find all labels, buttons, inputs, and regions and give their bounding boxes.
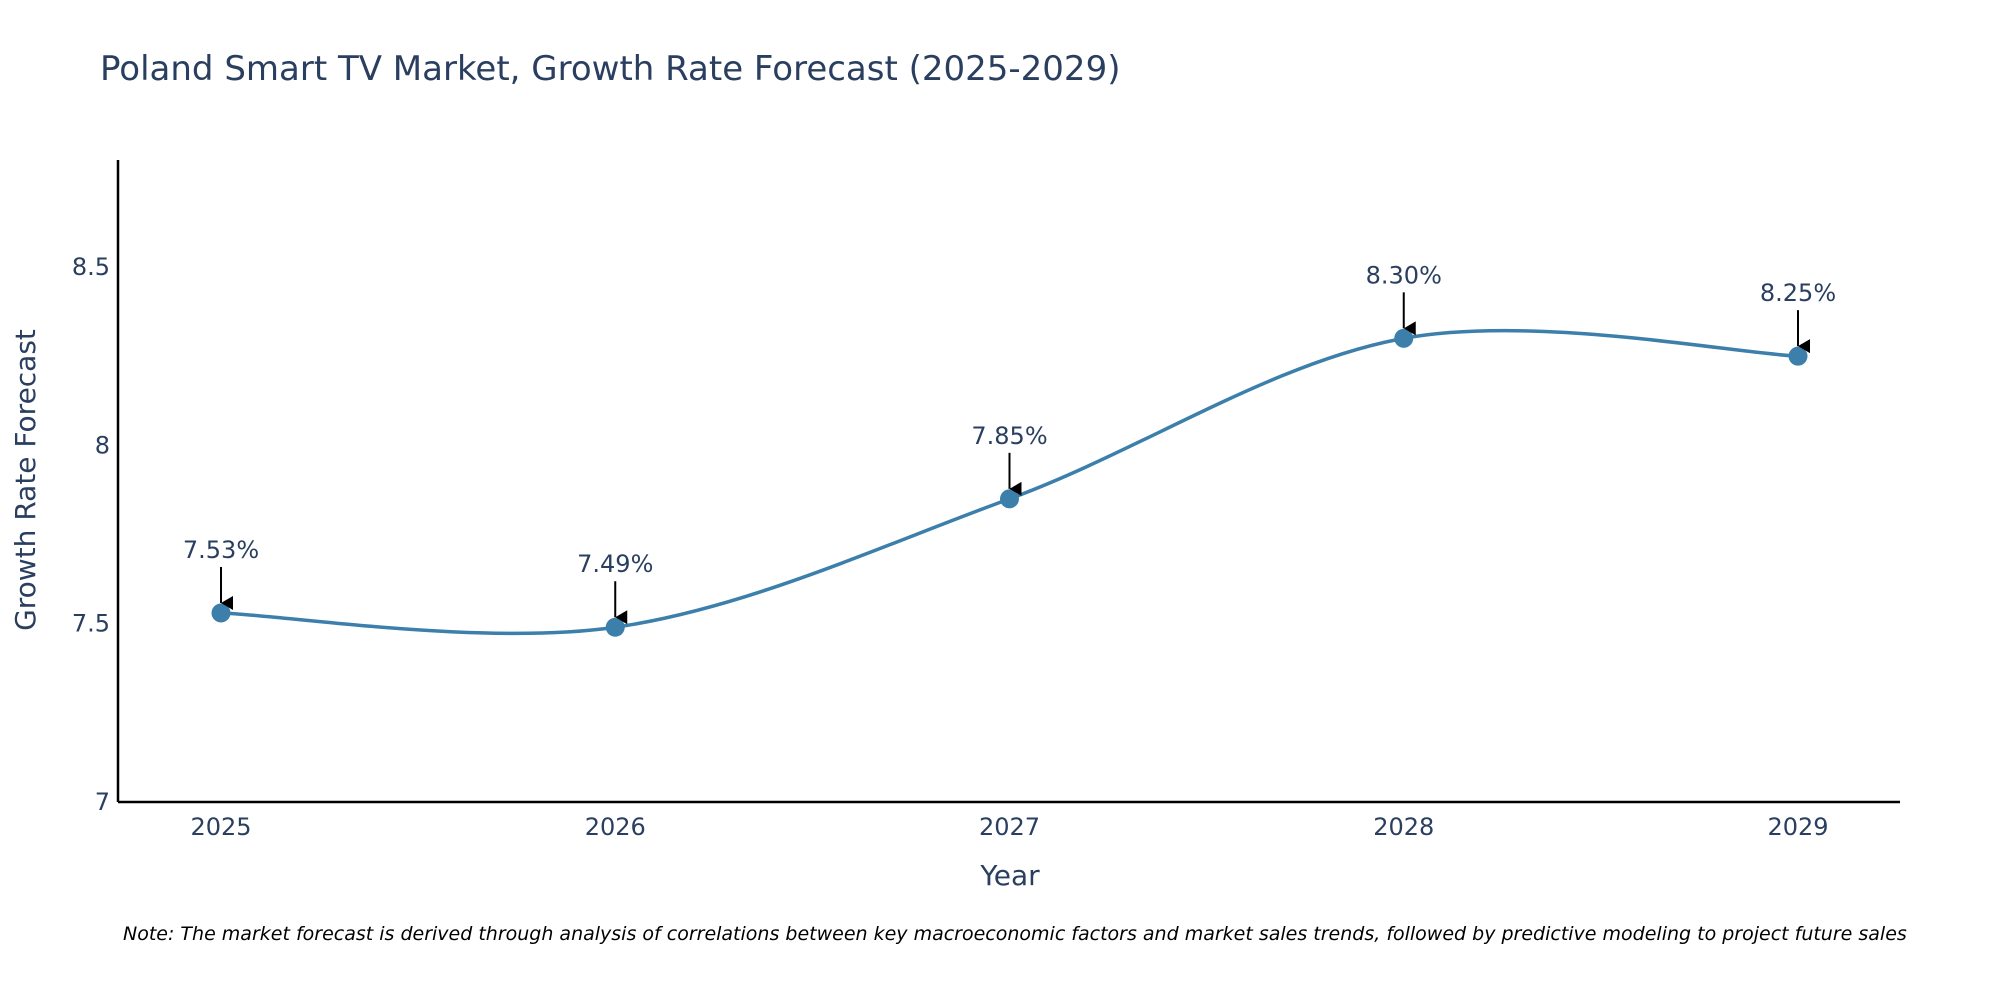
data-point[interactable] (1000, 489, 1019, 509)
y-tick-label: 8 (95, 431, 110, 459)
data-label: 7.85% (971, 422, 1047, 450)
y-tick-labels: 7 7.5 8 8.5 (72, 253, 110, 816)
data-point[interactable] (211, 603, 231, 623)
data-label: 7.49% (577, 550, 653, 578)
y-tick-label: 7 (95, 788, 110, 816)
data-point[interactable] (1394, 328, 1414, 348)
y-tick-label: 8.5 (72, 253, 110, 281)
y-tick-label: 7.5 (72, 610, 110, 638)
chart-title: Poland Smart TV Market, Growth Rate Fore… (100, 49, 1120, 89)
data-annotations: 7.53% 7.49% 7.85% 8.30% 8.25% (183, 261, 1836, 625)
x-tick-label: 2025 (190, 813, 251, 841)
footnote: Note: The market forecast is derived thr… (123, 923, 1907, 945)
x-tick-label: 2028 (1373, 813, 1434, 841)
data-label: 8.25% (1760, 279, 1836, 307)
axes (116, 160, 1900, 804)
x-tick-labels: 2025 2026 2027 2028 2029 (190, 813, 1828, 841)
x-axis-title: Year (979, 859, 1040, 892)
x-tick-label: 2029 (1767, 813, 1828, 841)
data-point[interactable] (605, 617, 625, 637)
x-tick-label: 2027 (979, 813, 1040, 841)
data-label: 7.53% (183, 536, 259, 564)
data-label: 8.30% (1366, 261, 1442, 289)
x-tick-label: 2026 (585, 813, 646, 841)
y-axis-title: Growth Rate Forecast (9, 329, 42, 631)
data-point[interactable] (1788, 346, 1808, 366)
